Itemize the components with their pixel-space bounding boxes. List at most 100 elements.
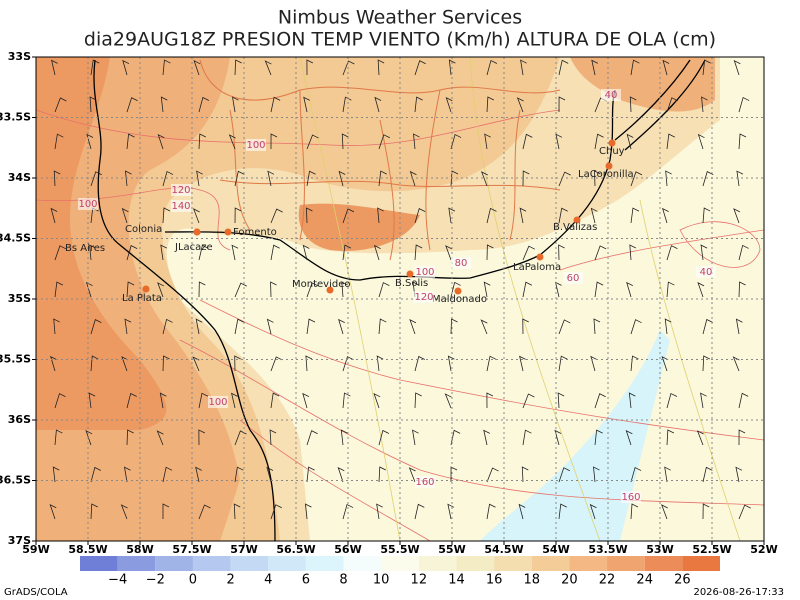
wind-barb <box>50 355 57 372</box>
lon-tick-label: 52.5W <box>692 543 731 556</box>
wind-barb <box>305 355 313 372</box>
wind-barb <box>594 133 604 150</box>
wind-barb <box>303 96 310 113</box>
wind-barb <box>447 503 455 520</box>
wind-barb <box>122 59 130 76</box>
wind-barb <box>374 96 382 113</box>
city-label: B.Valizas <box>553 222 597 233</box>
wind-barb <box>85 281 93 298</box>
wind-barb <box>738 392 749 409</box>
wind-barb <box>696 430 704 446</box>
colorbar-label: −4 <box>108 573 127 588</box>
wind-barb <box>376 503 383 520</box>
wind-barb <box>342 503 354 520</box>
wind-barb <box>198 392 209 409</box>
contour-label-bg <box>415 266 435 278</box>
wind-barb <box>305 207 313 224</box>
colorbar-swatch <box>192 556 231 571</box>
wind-barb <box>160 96 168 113</box>
wind-barb <box>267 170 275 187</box>
contour-label: 100 <box>246 140 265 151</box>
wind-barb <box>195 318 203 335</box>
wind-barb <box>234 466 244 483</box>
wind-barb <box>558 467 570 483</box>
lon-tick-label: 52W <box>750 543 777 556</box>
footer-right: 2026-08-26-17:33 <box>693 587 784 598</box>
wind-barb <box>409 170 417 187</box>
isobars <box>36 109 764 541</box>
colorbar-label: 24 <box>636 573 653 588</box>
wind-barb <box>193 60 201 76</box>
wind-barb <box>486 355 497 372</box>
city-label: Maldonado <box>432 294 487 305</box>
subtitle: dia29AUG18Z PRESION TEMP VIENTO (Km/h) A… <box>84 29 716 51</box>
contour-label-bg <box>451 257 471 269</box>
contour-label: 80 <box>455 258 468 269</box>
wind-barb <box>124 318 132 335</box>
wind-barb <box>480 171 488 187</box>
wind-barbs <box>49 59 751 520</box>
wind-barb <box>53 170 61 187</box>
colorbar-label: 12 <box>411 573 428 588</box>
city-label: Colonia <box>125 224 162 235</box>
lat-tick-label: 36.5S <box>0 474 31 487</box>
wind-barb <box>626 133 634 150</box>
city-label: Chuy <box>599 146 625 157</box>
wind-barb <box>234 59 242 76</box>
wind-barb <box>306 318 316 335</box>
city-dot <box>454 287 462 295</box>
wind-barb <box>338 170 346 187</box>
city-label: JLacaze <box>174 242 213 253</box>
wind-barb <box>156 430 164 446</box>
wind-barb <box>735 318 743 335</box>
wind-barb <box>270 96 281 113</box>
wind-barb <box>126 392 137 409</box>
lon-tick-label: 53W <box>646 543 673 556</box>
wind-barb <box>414 208 426 224</box>
colorbar-label: 6 <box>302 573 310 588</box>
wind-barb <box>414 355 425 372</box>
wind-barb <box>234 207 242 224</box>
borders <box>199 59 561 261</box>
wind-barb <box>594 170 601 187</box>
colorbar-swatch <box>682 556 720 571</box>
wind-barb <box>483 429 490 446</box>
wind-barb <box>554 429 562 446</box>
wind-barb <box>89 96 97 113</box>
city-dot <box>536 253 544 261</box>
wind-barb <box>198 133 206 150</box>
wind-barb <box>558 503 567 520</box>
wind-barb <box>162 355 170 372</box>
city-dot <box>573 216 581 224</box>
wind-barb <box>54 245 67 261</box>
wind-barb <box>702 355 710 372</box>
wind-barb <box>342 60 355 76</box>
contour-label-bg <box>171 184 191 196</box>
wind-barb <box>558 59 569 76</box>
wind-barb <box>162 466 173 483</box>
city-label: LaPaloma <box>513 262 561 273</box>
wind-barb <box>378 134 390 150</box>
wind-barb <box>49 503 57 520</box>
city-dot <box>406 270 414 278</box>
wind-barb <box>162 503 170 520</box>
wind-barb <box>630 466 642 483</box>
lon-tick-label: 59W <box>22 543 49 556</box>
colorbar-swatch <box>268 556 306 571</box>
wind-barb <box>558 96 566 113</box>
wind-barb <box>444 393 452 409</box>
wind-barb <box>738 504 751 520</box>
wind-barb <box>445 245 453 261</box>
wind-barb <box>450 170 459 187</box>
wind-barb <box>306 170 316 187</box>
wind-barb <box>157 282 164 298</box>
wind-barb <box>630 171 643 187</box>
lon-tick-label: 54W <box>542 543 569 556</box>
colorbar-swatch <box>305 556 344 571</box>
wind-barb <box>629 96 637 113</box>
colorbar-swatch <box>607 556 645 571</box>
colorbar-label: 8 <box>339 573 347 588</box>
wind-barb <box>666 133 675 150</box>
wind-barb <box>126 429 134 446</box>
wind-barb <box>162 318 173 335</box>
